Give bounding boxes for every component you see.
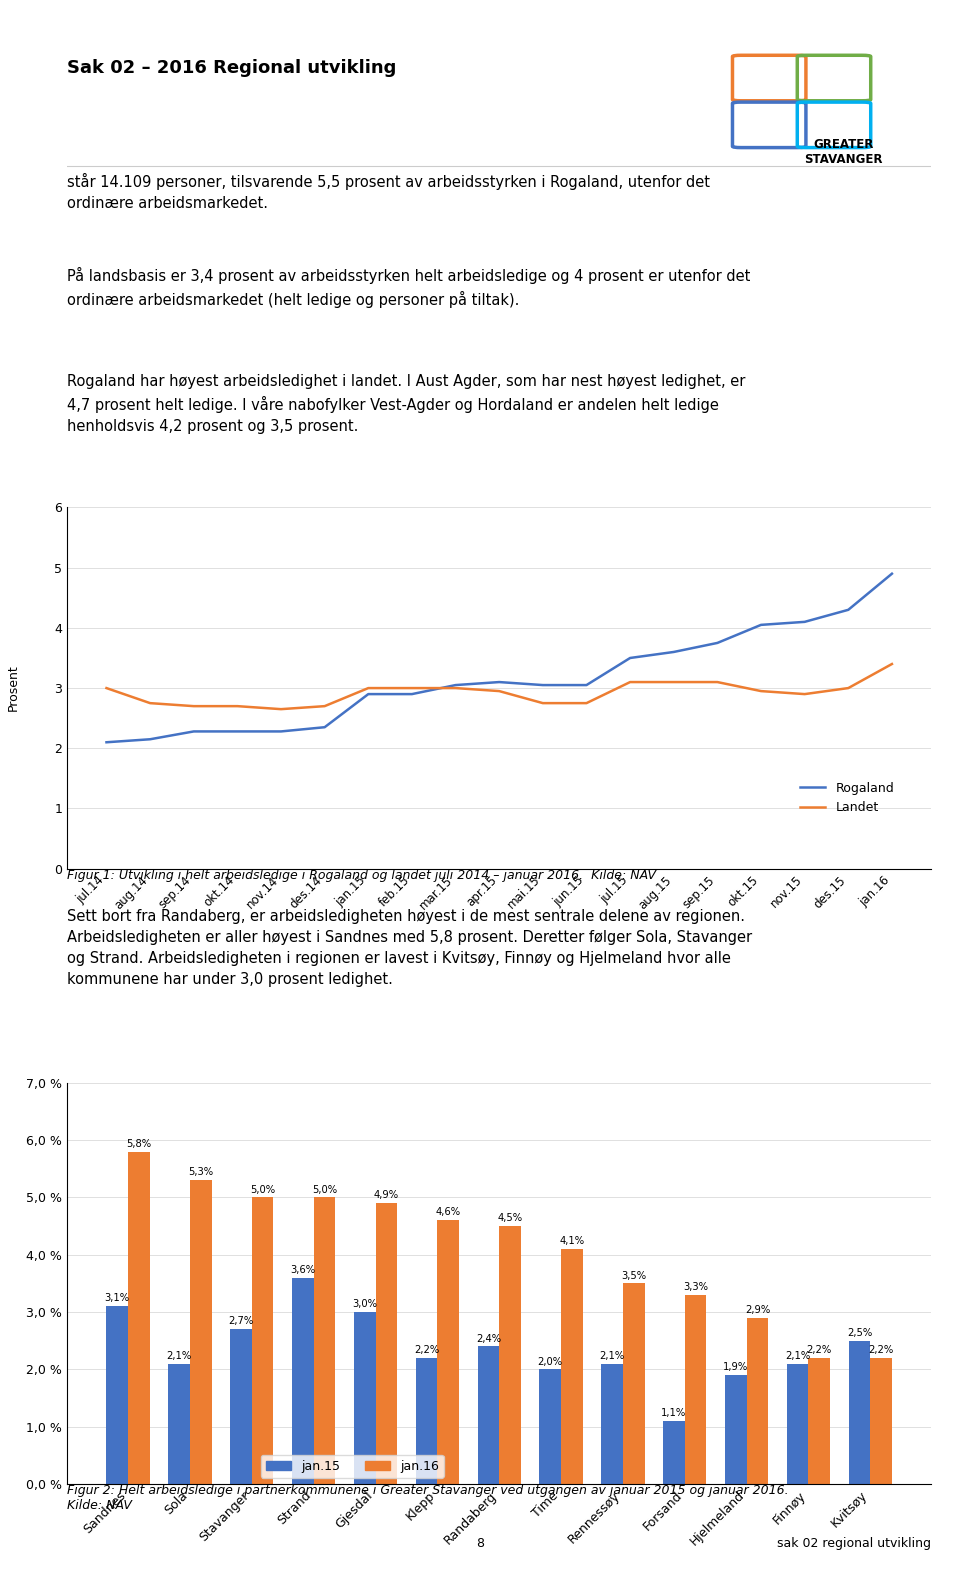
Bar [107,1307,128,1484]
Text: står 14.109 personer, tilsvarende 5,5 prosent av arbeidsstyrken i Rogaland, uten: står 14.109 personer, tilsvarende 5,5 pr… [67,173,710,210]
Bar [190,1180,211,1484]
Text: 2,2%: 2,2% [806,1345,832,1356]
Text: Figur 2: Helt arbeidsledige i partnerkommunene i Greater Stavanger ved utgangen : Figur 2: Helt arbeidsledige i partnerkom… [67,1484,789,1513]
Bar [292,1277,314,1484]
Y-axis label: Prosent: Prosent [7,665,20,711]
Text: GREATER
STAVANGER: GREATER STAVANGER [804,138,882,166]
Text: 4,1%: 4,1% [560,1236,585,1246]
Text: 4,6%: 4,6% [436,1208,461,1218]
Bar [477,1346,499,1484]
Text: 2,4%: 2,4% [476,1334,501,1343]
Bar [808,1357,830,1484]
Bar [725,1374,747,1484]
Text: 1,1%: 1,1% [661,1407,686,1418]
Bar [438,1221,459,1484]
Bar [849,1341,871,1484]
Text: 2,9%: 2,9% [745,1305,770,1315]
Text: 5,8%: 5,8% [127,1139,152,1149]
Text: 8: 8 [476,1538,484,1550]
Text: 3,0%: 3,0% [352,1299,377,1309]
Bar [601,1363,623,1484]
Bar [561,1249,583,1484]
Text: 2,1%: 2,1% [599,1351,625,1360]
Bar [375,1203,397,1484]
Bar [168,1363,190,1484]
Text: 1,9%: 1,9% [723,1362,749,1373]
Text: Sett bort fra Randaberg, er arbeidsledigheten høyest i de mest sentrale delene a: Sett bort fra Randaberg, er arbeidsledig… [67,908,753,987]
Text: 5,0%: 5,0% [250,1185,276,1194]
Legend: Rogaland, Landet: Rogaland, Landet [795,777,899,819]
Bar [499,1225,521,1484]
Text: 4,9%: 4,9% [373,1191,399,1200]
Bar [663,1422,684,1484]
Text: 3,5%: 3,5% [621,1271,646,1280]
Text: 3,1%: 3,1% [105,1293,130,1304]
Bar [354,1312,375,1484]
Bar [314,1197,335,1484]
Text: 2,5%: 2,5% [847,1327,872,1338]
Bar [623,1283,644,1484]
Bar [747,1318,768,1484]
Text: 2,1%: 2,1% [166,1351,192,1360]
Bar [230,1329,252,1484]
Text: Sak 02 – 2016 Regional utvikling: Sak 02 – 2016 Regional utvikling [67,60,396,77]
Text: Figur 1: Utvikling i helt arbeidsledige i Rogaland og landet juli 2014 – januar : Figur 1: Utvikling i helt arbeidsledige … [67,869,657,882]
Text: På landsbasis er 3,4 prosent av arbeidsstyrken helt arbeidsledige og 4 prosent e: På landsbasis er 3,4 prosent av arbeidss… [67,267,751,308]
Bar [128,1152,150,1484]
Bar [684,1294,707,1484]
Text: 4,5%: 4,5% [497,1213,522,1224]
Text: 3,3%: 3,3% [684,1282,708,1291]
Bar [540,1370,561,1484]
Text: Rogaland har høyest arbeidsledighet i landet. I Aust Agder, som har nest høyest : Rogaland har høyest arbeidsledighet i la… [67,373,746,433]
Text: 2,0%: 2,0% [538,1357,563,1367]
Bar [871,1357,892,1484]
Text: sak 02 regional utvikling: sak 02 regional utvikling [778,1538,931,1550]
Text: 5,0%: 5,0% [312,1185,337,1194]
Bar [787,1363,808,1484]
Text: 3,6%: 3,6% [290,1265,316,1276]
Legend: jan.15, jan.16: jan.15, jan.16 [261,1454,444,1478]
Bar [416,1357,438,1484]
Text: 2,1%: 2,1% [785,1351,810,1360]
Text: 5,3%: 5,3% [188,1167,213,1177]
Text: 2,2%: 2,2% [414,1345,439,1356]
Bar [252,1197,274,1484]
Text: 2,2%: 2,2% [869,1345,894,1356]
Text: 2,7%: 2,7% [228,1316,253,1326]
